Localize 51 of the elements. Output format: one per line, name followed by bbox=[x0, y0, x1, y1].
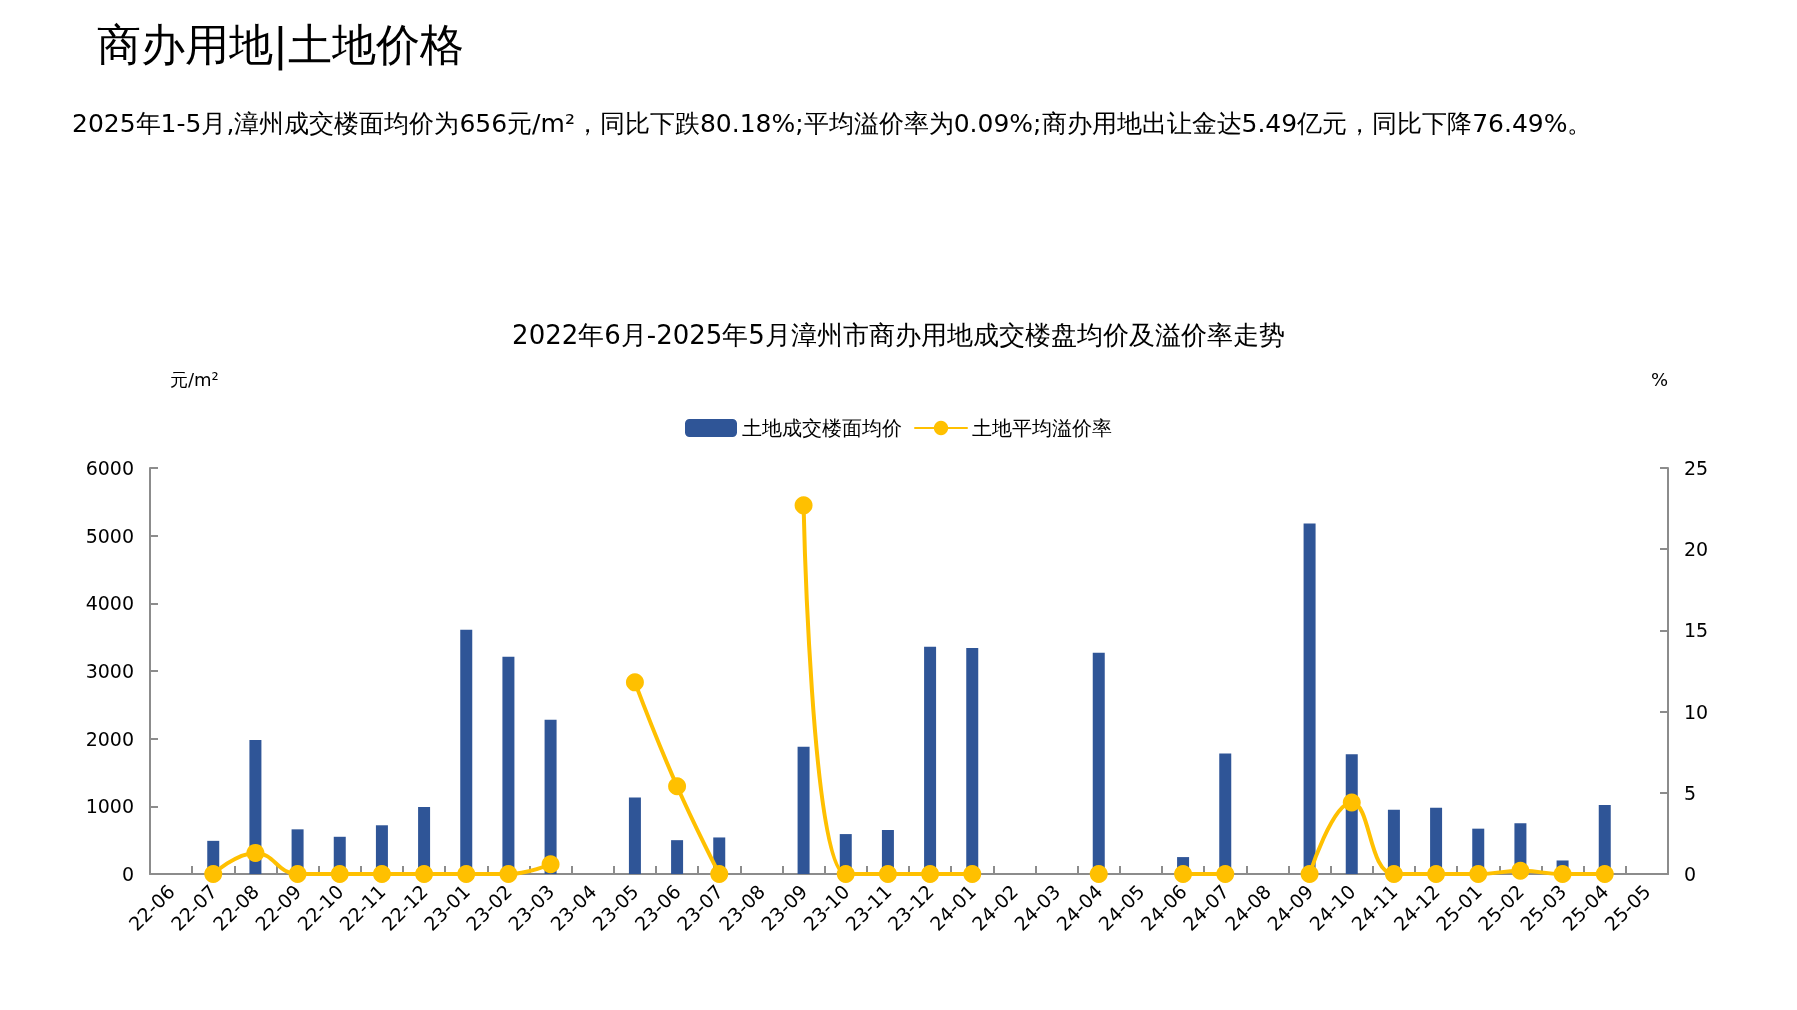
point bbox=[1089, 865, 1108, 883]
y2-tick-label: 25 bbox=[1684, 457, 1709, 479]
legend-label: 土地成交楼面均价 bbox=[742, 416, 902, 440]
y2-tick-label: 15 bbox=[1684, 619, 1709, 642]
bar bbox=[628, 797, 641, 874]
point bbox=[963, 865, 982, 883]
point bbox=[1174, 865, 1193, 883]
point bbox=[836, 865, 855, 883]
point bbox=[541, 855, 560, 874]
bar bbox=[797, 746, 810, 874]
legend-label: 土地平均溢价率 bbox=[972, 416, 1112, 440]
text: 2025年1-5月,漳州成交楼面均价为656元/m²，同比下跌80.18%;平均溢价率为0.09%;商办用地出让金达5.49亿元，同比下降76.49%。 bbox=[72, 109, 1593, 138]
point bbox=[415, 865, 434, 883]
point bbox=[457, 865, 476, 883]
y-tick-label: 4000 bbox=[85, 592, 134, 615]
y2-tick-label: 5 bbox=[1684, 781, 1697, 804]
y2-axis-title: % bbox=[1650, 368, 1668, 390]
point bbox=[921, 865, 940, 883]
point bbox=[499, 865, 518, 883]
y2-tick-label: 0 bbox=[1684, 863, 1697, 885]
point bbox=[668, 777, 687, 796]
y-tick-label: 1000 bbox=[85, 795, 134, 818]
point bbox=[710, 865, 729, 883]
y-tick-label: 5000 bbox=[85, 524, 134, 547]
y-tick-label: 3000 bbox=[85, 660, 134, 682]
point bbox=[1427, 865, 1446, 883]
chart-title: 2022年6月-2025年5月漳州市商办用地成交楼盘均价及溢价率走势 bbox=[512, 320, 1285, 350]
point bbox=[794, 496, 813, 515]
y2-tick-label: 10 bbox=[1684, 700, 1709, 723]
point bbox=[1216, 865, 1235, 883]
point bbox=[1595, 865, 1614, 883]
point bbox=[330, 865, 349, 883]
y-tick-label: 2000 bbox=[85, 727, 134, 750]
point bbox=[878, 865, 897, 883]
point bbox=[1469, 865, 1488, 883]
point bbox=[1342, 793, 1361, 812]
y-tick-label: 6000 bbox=[85, 457, 134, 479]
point bbox=[1384, 865, 1403, 883]
point bbox=[1511, 861, 1530, 880]
text: 商办用地|土地价格 bbox=[97, 18, 464, 71]
y-tick-label: 0 bbox=[121, 863, 134, 885]
point bbox=[625, 673, 644, 692]
point bbox=[246, 843, 265, 862]
point bbox=[372, 865, 391, 883]
y-axis-title: 元/m² bbox=[170, 368, 219, 390]
point bbox=[1553, 865, 1572, 883]
point bbox=[1300, 865, 1319, 883]
bar bbox=[671, 840, 684, 874]
y2-tick-label: 20 bbox=[1684, 538, 1709, 561]
point bbox=[288, 865, 307, 883]
point bbox=[204, 865, 223, 883]
